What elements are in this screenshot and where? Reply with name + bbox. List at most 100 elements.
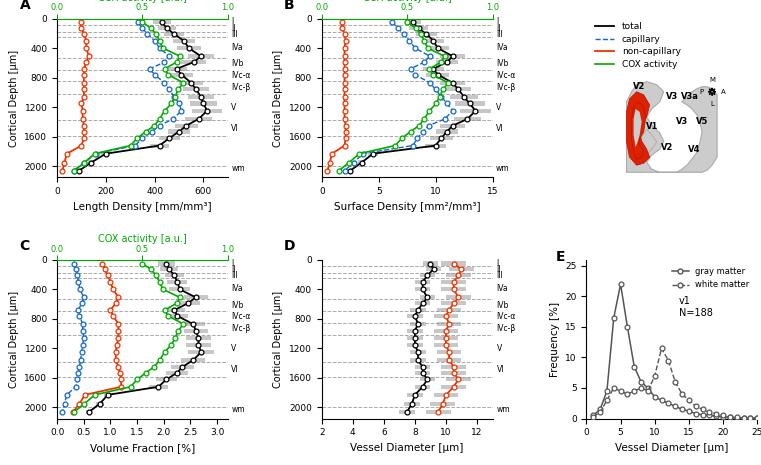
Bar [154, 20, 170, 24]
gray matter [636, 379, 645, 385]
Bar [415, 287, 431, 292]
Bar [407, 343, 422, 347]
Bar [410, 350, 425, 354]
gray matter [622, 324, 632, 330]
Bar [187, 95, 215, 99]
Bar [440, 54, 465, 58]
white matter [753, 415, 761, 421]
Bar [181, 358, 205, 362]
Bar [193, 109, 221, 113]
white matter [650, 373, 659, 379]
white matter [739, 415, 748, 421]
Text: v1
N=188: v1 N=188 [679, 296, 712, 318]
Text: IVc-α: IVc-α [496, 71, 515, 80]
Text: VI: VI [496, 365, 504, 374]
gray matter [650, 394, 659, 400]
Bar [451, 95, 478, 99]
white matter [746, 415, 755, 421]
Text: IVa: IVa [496, 43, 508, 52]
Text: M: M [709, 77, 715, 83]
Bar [158, 26, 176, 30]
Bar [170, 73, 193, 77]
Text: I: I [496, 17, 498, 27]
Text: VI: VI [231, 365, 239, 374]
Y-axis label: Frequency [%]: Frequency [%] [549, 302, 559, 377]
Text: V: V [496, 344, 501, 353]
Bar [150, 144, 169, 147]
Bar [419, 378, 435, 381]
Bar [446, 378, 471, 381]
Text: IVb: IVb [231, 301, 244, 310]
Bar [455, 101, 485, 106]
Bar [177, 46, 200, 50]
Text: I: I [231, 259, 234, 268]
gray matter [746, 415, 755, 421]
white matter [670, 379, 680, 385]
Bar [183, 295, 208, 299]
Bar [410, 358, 425, 362]
Polygon shape [634, 109, 642, 147]
Y-axis label: Cortical Depth [μm]: Cortical Depth [μm] [273, 49, 284, 146]
gray matter [718, 414, 728, 419]
Line: white matter: white matter [591, 346, 759, 421]
Bar [407, 336, 422, 340]
gray matter [753, 415, 761, 421]
Text: V4: V4 [688, 145, 700, 153]
Bar [441, 371, 466, 375]
Bar [419, 273, 435, 277]
Text: V2: V2 [633, 82, 646, 91]
Bar [166, 67, 187, 71]
Text: V: V [231, 103, 237, 112]
white matter [684, 398, 693, 403]
Bar [88, 160, 94, 165]
Polygon shape [626, 82, 717, 172]
Bar [441, 301, 466, 306]
Bar [405, 20, 421, 24]
Text: IVc-α: IVc-α [231, 71, 250, 80]
Text: wm: wm [496, 164, 510, 173]
Bar [188, 54, 214, 58]
white matter [610, 385, 619, 391]
Polygon shape [639, 129, 657, 162]
gray matter [596, 406, 605, 412]
Text: V2: V2 [661, 143, 673, 152]
gray matter [610, 315, 619, 320]
Text: IVc-β: IVc-β [231, 324, 250, 333]
Bar [425, 144, 446, 147]
Text: V3: V3 [676, 118, 688, 126]
Bar [156, 378, 177, 381]
Text: I: I [496, 259, 498, 268]
Bar [435, 60, 458, 64]
white matter [718, 412, 728, 418]
Bar [181, 322, 205, 326]
Bar [441, 365, 466, 369]
Text: E: E [556, 250, 565, 264]
Bar [446, 273, 471, 277]
white matter [603, 398, 612, 403]
X-axis label: Volume Fraction [%]: Volume Fraction [%] [90, 443, 195, 453]
Text: IVb: IVb [231, 60, 244, 68]
Bar [431, 402, 455, 406]
white matter [596, 410, 605, 415]
Text: IVc-β: IVc-β [231, 83, 250, 92]
Bar [415, 371, 431, 375]
Bar [441, 385, 466, 389]
Bar [175, 124, 198, 128]
gray matter [589, 412, 598, 418]
Bar [167, 371, 188, 375]
Bar [164, 308, 185, 312]
Bar [440, 124, 465, 128]
gray matter [712, 413, 721, 419]
Bar [426, 73, 449, 77]
Text: IVa: IVa [231, 284, 243, 293]
Bar [434, 343, 458, 347]
Bar [446, 295, 471, 299]
Text: I: I [231, 17, 234, 27]
Text: II: II [496, 265, 501, 274]
Text: III: III [231, 271, 238, 280]
Bar [441, 287, 466, 292]
Bar [437, 308, 461, 312]
Bar [437, 322, 461, 326]
Text: IVc-α: IVc-α [231, 312, 250, 321]
Bar [410, 322, 425, 326]
